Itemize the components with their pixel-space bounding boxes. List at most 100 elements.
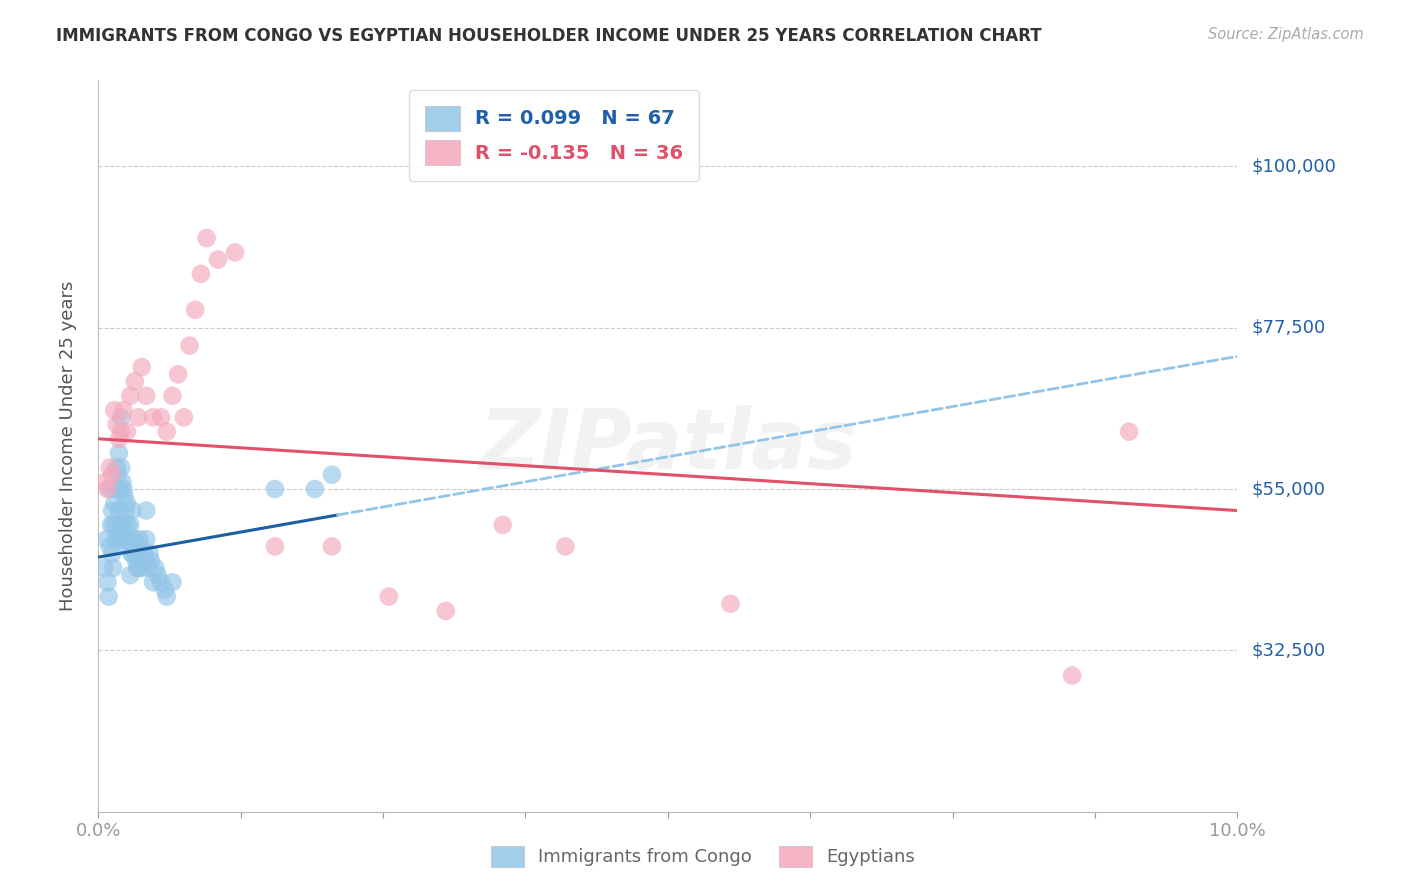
- Point: [184, 302, 207, 317]
- Text: IMMIGRANTS FROM CONGO VS EGYPTIAN HOUSEHOLDER INCOME UNDER 25 YEARS CORRELATION : IMMIGRANTS FROM CONGO VS EGYPTIAN HOUSEH…: [56, 27, 1042, 45]
- Point: [129, 540, 152, 554]
- Point: [127, 547, 149, 561]
- Point: [156, 590, 179, 604]
- Point: [93, 561, 115, 575]
- Point: [104, 482, 127, 496]
- Point: [304, 482, 326, 496]
- Point: [107, 533, 129, 547]
- Point: [134, 554, 156, 568]
- Point: [105, 460, 128, 475]
- Point: [156, 425, 179, 439]
- Point: [127, 561, 149, 575]
- Point: [98, 460, 121, 475]
- Point: [97, 590, 120, 604]
- Point: [138, 547, 160, 561]
- Point: [127, 561, 149, 575]
- Point: [104, 533, 127, 547]
- Point: [190, 267, 212, 281]
- Point: [146, 568, 169, 582]
- Point: [108, 446, 131, 460]
- Point: [111, 475, 134, 489]
- Point: [112, 403, 135, 417]
- Text: $55,000: $55,000: [1251, 480, 1326, 498]
- Point: [131, 561, 153, 575]
- Point: [108, 533, 131, 547]
- Point: [111, 533, 134, 547]
- Point: [167, 368, 190, 382]
- Point: [378, 590, 401, 604]
- Point: [162, 575, 184, 590]
- Point: [132, 547, 155, 561]
- Point: [101, 503, 124, 517]
- Point: [101, 467, 124, 482]
- Point: [121, 547, 143, 561]
- Point: [98, 482, 121, 496]
- Point: [115, 425, 138, 439]
- Point: [117, 517, 139, 532]
- Point: [162, 389, 184, 403]
- Point: [321, 467, 343, 482]
- Point: [112, 482, 135, 496]
- Point: [124, 375, 146, 389]
- Point: [108, 432, 131, 446]
- Point: [115, 496, 138, 510]
- Point: [114, 489, 136, 503]
- Point: [150, 410, 173, 425]
- Point: [110, 410, 132, 425]
- Point: [131, 360, 153, 375]
- Point: [207, 252, 229, 267]
- Point: [96, 575, 118, 590]
- Point: [120, 517, 142, 532]
- Point: [105, 417, 128, 432]
- Point: [118, 533, 141, 547]
- Point: [120, 547, 142, 561]
- Point: [100, 517, 122, 532]
- Point: [103, 517, 125, 532]
- Point: [554, 540, 576, 554]
- Point: [108, 482, 131, 496]
- Point: [122, 533, 145, 547]
- Point: [145, 561, 167, 575]
- Point: [124, 540, 146, 554]
- Point: [321, 540, 343, 554]
- Point: [195, 231, 218, 245]
- Point: [720, 597, 742, 611]
- Point: [101, 547, 124, 561]
- Point: [103, 403, 125, 417]
- Point: [492, 517, 515, 532]
- Legend: Immigrants from Congo, Egyptians: Immigrants from Congo, Egyptians: [484, 838, 922, 874]
- Point: [120, 389, 142, 403]
- Point: [112, 517, 135, 532]
- Point: [108, 503, 131, 517]
- Legend: R = 0.099   N = 67, R = -0.135   N = 36: R = 0.099 N = 67, R = -0.135 N = 36: [409, 90, 699, 181]
- Point: [94, 475, 117, 489]
- Point: [121, 503, 143, 517]
- Point: [110, 425, 132, 439]
- Point: [96, 482, 118, 496]
- Point: [110, 517, 132, 532]
- Point: [135, 503, 157, 517]
- Point: [98, 540, 121, 554]
- Point: [105, 517, 128, 532]
- Point: [125, 554, 148, 568]
- Point: [179, 338, 201, 352]
- Point: [1118, 425, 1140, 439]
- Point: [96, 533, 118, 547]
- Text: $77,500: $77,500: [1251, 318, 1326, 336]
- Point: [127, 410, 149, 425]
- Point: [110, 460, 132, 475]
- Point: [128, 533, 150, 547]
- Point: [150, 575, 173, 590]
- Point: [139, 554, 162, 568]
- Point: [135, 389, 157, 403]
- Point: [1062, 668, 1084, 682]
- Text: $32,500: $32,500: [1251, 641, 1326, 659]
- Point: [142, 410, 165, 425]
- Point: [138, 561, 160, 575]
- Point: [114, 503, 136, 517]
- Point: [153, 582, 176, 597]
- Point: [264, 540, 287, 554]
- Point: [135, 533, 157, 547]
- Text: $100,000: $100,000: [1251, 157, 1336, 176]
- Point: [434, 604, 457, 618]
